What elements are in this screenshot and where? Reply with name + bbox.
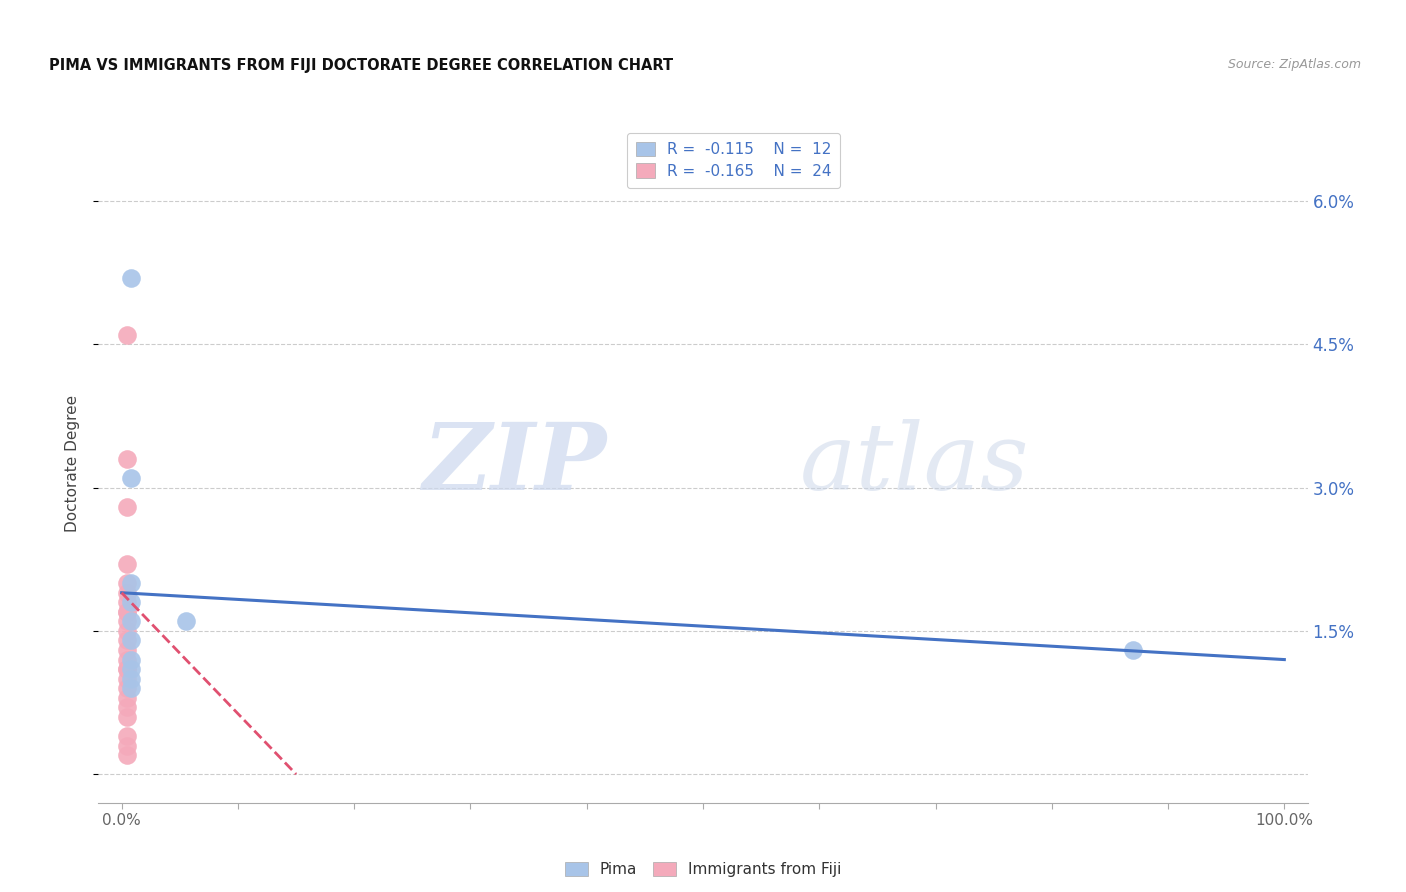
Point [120,662,142,676]
Point [117,662,139,676]
Point [117,624,139,638]
Point [120,471,142,485]
Point [120,615,142,629]
Point [117,557,139,571]
Text: atlas: atlas [800,419,1029,508]
Point [117,690,139,705]
Point [117,643,139,657]
Point [120,672,142,686]
Point [117,652,139,666]
Text: Source: ZipAtlas.com: Source: ZipAtlas.com [1227,58,1361,71]
Text: PIMA VS IMMIGRANTS FROM FIJI DOCTORATE DEGREE CORRELATION CHART: PIMA VS IMMIGRANTS FROM FIJI DOCTORATE D… [49,58,673,73]
Point [117,739,139,753]
Point [117,615,139,629]
Point [117,452,139,467]
Point [117,681,139,696]
Point [117,747,139,762]
Point [117,595,139,609]
Point [120,652,142,666]
Y-axis label: Doctorate Degree: Doctorate Degree [65,395,80,533]
Point [117,605,139,619]
Point [117,710,139,724]
Point [120,681,142,696]
Legend: Pima, Immigrants from Fiji: Pima, Immigrants from Fiji [558,855,848,883]
Text: ZIP: ZIP [422,419,606,508]
Point [117,672,139,686]
Point [120,270,142,285]
Point [117,633,139,648]
Point [117,605,139,619]
Point [117,576,139,591]
Point [1122,643,1144,657]
Point [120,633,142,648]
Point [117,327,139,342]
Point [117,700,139,714]
Point [120,576,142,591]
Point [120,595,142,609]
Point [117,662,139,676]
Point [117,500,139,514]
Point [174,615,197,629]
Point [117,586,139,600]
Point [117,729,139,743]
